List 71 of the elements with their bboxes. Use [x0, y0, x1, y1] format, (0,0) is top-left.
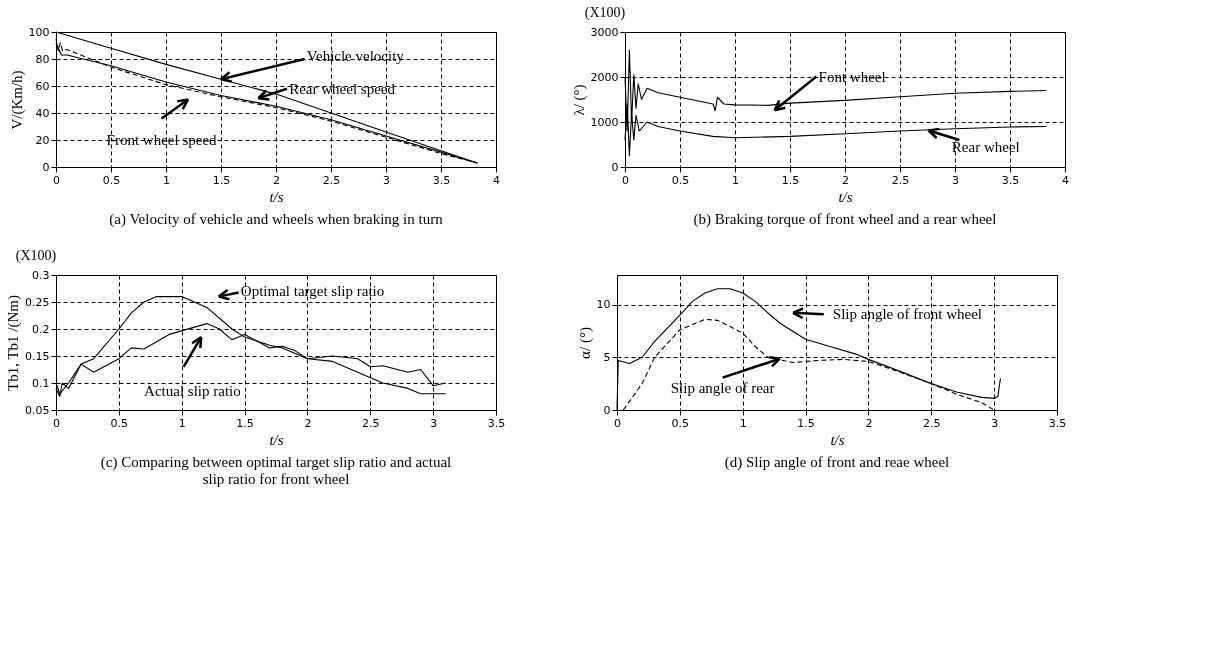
x-axis-title: t/s	[830, 431, 845, 448]
legend-label: Slip angle of front wheel	[832, 306, 982, 323]
y-tick-label: 0	[611, 160, 619, 174]
x-tick-label: 1	[732, 173, 739, 187]
y-axis-title: V/(Km/h)	[8, 70, 26, 130]
y-tick-label: 0.25	[25, 295, 50, 309]
x-tick-label: 1.5	[781, 173, 800, 187]
x-tick-label: 2	[865, 416, 873, 430]
y-tick-label: 40	[35, 106, 50, 120]
x-tick-label: 3.5	[1048, 416, 1067, 430]
y-tick-label: 0	[42, 160, 50, 174]
y-tick-label: 2000	[590, 70, 619, 84]
y-tick-label: 60	[35, 79, 50, 93]
x-tick-label: 2.5	[891, 173, 910, 187]
text: (c) Comparing between optimal target slip ratio and actual slip ratio for front wheel	[100, 454, 452, 487]
y-tick-label: 0.1	[32, 376, 50, 390]
y-tick-label: 20	[35, 133, 50, 147]
y-axis-title: α/ (°)	[576, 327, 594, 359]
x-tick-label: 3.5	[432, 173, 451, 187]
x-tick-label: 3.5	[487, 416, 506, 430]
legend-label: Rear wheel speed	[289, 80, 396, 97]
y-axis-title: λ/ (°)	[570, 84, 588, 116]
x-tick-label: 2	[273, 173, 280, 187]
x-tick-label: 2.5	[362, 416, 380, 430]
x-tick-label: 1	[163, 173, 170, 187]
x-tick-label: 2	[842, 173, 849, 187]
x-tick-label: 2	[304, 416, 312, 430]
x-tick-label: 1.5	[797, 416, 815, 430]
text: (b) Braking torque of front wheel and a rear wheel	[693, 211, 997, 228]
y-tick-label: 80	[35, 52, 50, 66]
x-tick-label: 0	[53, 416, 60, 430]
x-tick-label: 1.5	[236, 416, 254, 430]
x-tick-label: 3	[383, 173, 390, 187]
x-tick-label: 0.5	[671, 173, 690, 187]
x-tick-label: 2.5	[322, 173, 341, 187]
x-tick-label: 0.5	[102, 173, 121, 187]
x-tick-label: 0.5	[671, 416, 690, 430]
legend-label: Optimal target slip ratio	[240, 283, 385, 300]
x-tick-label: 1	[178, 416, 186, 430]
y-tick-label: 5	[603, 350, 611, 364]
x-tick-label: 4	[1062, 173, 1069, 187]
x-axis-title: t/s	[838, 188, 853, 205]
x-tick-label: 0	[53, 173, 60, 187]
x-tick-label: 0.5	[110, 416, 129, 430]
x-tick-label: 2.5	[923, 416, 941, 430]
text: (d) Slip angle of front and reae wheel	[724, 454, 950, 471]
x-axis-title: t/s	[269, 188, 284, 205]
y-tick-label: 0.05	[25, 403, 50, 417]
legend-label: Rear wheel	[951, 138, 1020, 155]
text: Actual slip ratio	[144, 383, 241, 400]
y-tick-label: 10	[596, 298, 611, 312]
x-axis-title: t/s	[269, 431, 284, 448]
text: (X100)	[584, 5, 626, 21]
text: (a) Velocity of vehicle and wheels when braking in turn	[109, 211, 444, 228]
x-tick-label: 3	[991, 416, 999, 430]
x-tick-label: 0	[622, 173, 629, 187]
text: (X100)	[15, 248, 57, 264]
y-tick-label: 3000	[590, 25, 619, 39]
x-tick-label: 1	[739, 416, 747, 430]
y-axis-title: Tb1, Tb1 /(Nm)	[5, 295, 23, 391]
y-tick-label: 1000	[590, 115, 619, 129]
y-tick-label: 100	[28, 25, 50, 39]
x-tick-label: 4	[493, 173, 500, 187]
x-tick-label: 1.5	[212, 173, 231, 187]
y-tick-label: 0.3	[32, 268, 50, 282]
x-tick-label: 3	[952, 173, 959, 187]
x-tick-label: 3.5	[1001, 173, 1020, 187]
x-tick-label: 3	[430, 416, 438, 430]
y-tick-label: 0.2	[32, 322, 50, 336]
y-tick-label: 0.15	[25, 349, 50, 363]
y-tick-label: 0	[603, 403, 611, 417]
